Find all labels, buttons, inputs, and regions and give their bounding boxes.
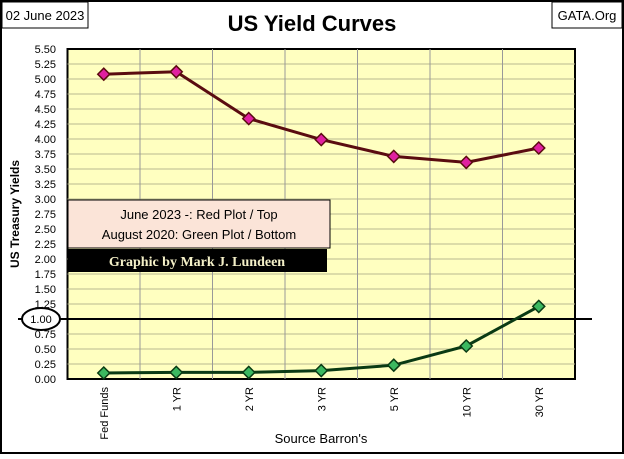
y-tick-label: 2.50 [35, 224, 56, 236]
y-tick-label: 3.50 [35, 164, 56, 176]
legend-box [67, 199, 331, 249]
reference-label: 1.00 [30, 314, 51, 326]
data-point-0 [314, 132, 329, 147]
data-point-1 [96, 365, 111, 381]
x-tick-label: 5 YR [389, 387, 401, 411]
y-tick-label: 5.50 [35, 44, 56, 56]
x-tick-label: 2 YR [244, 387, 256, 411]
date-label: 02 June 2023 [6, 8, 85, 23]
credit-box [68, 249, 327, 272]
data-point-0 [531, 140, 546, 156]
y-tick-label: 0.25 [35, 359, 56, 371]
y-tick-label: 1.75 [35, 269, 56, 281]
data-point-1 [314, 363, 329, 378]
data-point-0 [96, 67, 111, 82]
y-tick-label: 4.50 [35, 104, 56, 116]
legend-line-2: August 2020: Green Plot / Bottom [102, 227, 296, 242]
data-point-1 [241, 365, 256, 380]
data-point-0 [386, 149, 401, 164]
y-tick-label: 0.00 [35, 374, 56, 386]
y-tick-label: 4.00 [35, 134, 56, 146]
data-point-0 [169, 64, 184, 79]
credit-text: Graphic by Mark J. Lundeen [109, 255, 285, 270]
x-tick-label: Fed Funds [99, 387, 111, 440]
source-site-label: GATA.Org [558, 8, 617, 23]
y-tick-label: 3.75 [35, 149, 56, 161]
data-point-1 [531, 299, 546, 314]
data-point-0 [241, 111, 256, 126]
date-box [1, 1, 89, 29]
x-tick-label: 10 YR [461, 387, 473, 417]
y-tick-label: 5.00 [35, 74, 56, 86]
y-tick-label: 3.25 [35, 179, 56, 191]
y-tick-label: 2.75 [35, 209, 56, 221]
data-point-0 [459, 155, 474, 170]
reference-circle [21, 307, 61, 331]
y-tick-label: 0.75 [35, 329, 56, 341]
x-tick-label: 30 YR [534, 387, 546, 417]
y-tick-label: 3.00 [35, 194, 56, 206]
y-tick-label: 4.25 [35, 119, 56, 131]
x-axis-label: Source Barron's [275, 431, 368, 446]
data-point-1 [459, 338, 474, 354]
y-tick-label: 4.75 [35, 89, 56, 101]
y-tick-label: 0.50 [35, 344, 56, 356]
y-tick-label: 5.25 [35, 59, 56, 71]
y-tick-label: 2.00 [35, 254, 56, 266]
annotation-box: June 2023 -: Red Plot / Top August 2020:… [67, 199, 331, 272]
y-axis-label: US Treasury Yields [8, 160, 22, 268]
data-point-1 [386, 358, 401, 373]
y-tick-label: 2.25 [35, 239, 56, 251]
y-tick-label: 1.50 [35, 284, 56, 296]
x-tick-label: 3 YR [316, 387, 328, 411]
source-site-box [551, 1, 623, 29]
legend-line-1: June 2023 -: Red Plot / Top [120, 207, 277, 222]
x-tick-label: 1 YR [171, 387, 183, 411]
data-point-1 [169, 365, 184, 380]
chart-title: US Yield Curves [228, 11, 397, 36]
